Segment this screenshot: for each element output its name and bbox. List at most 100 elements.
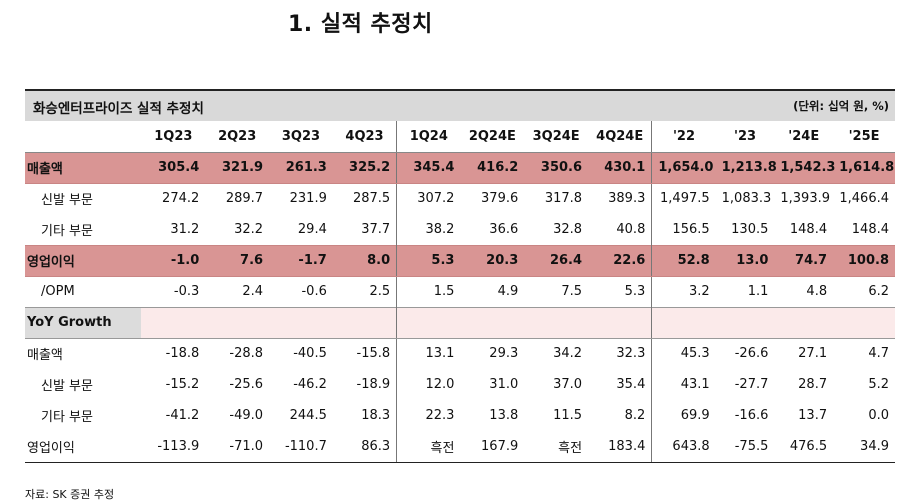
yoy-section-header: YoY Growth xyxy=(25,306,895,339)
table-cell: 6.2 xyxy=(868,284,889,299)
table-cell: 13.7 xyxy=(798,408,828,423)
table-cell: -0.3 xyxy=(173,284,200,299)
column-header: 3Q23 xyxy=(269,121,333,153)
table-cell: 345.4 xyxy=(396,151,461,184)
table-cell: 1,466.4 xyxy=(839,191,889,207)
table-row: 기타 부문 -41.2 -49.0 244.5 18.3 22.3 13.8 11.5 8.2 6… xyxy=(25,400,895,431)
table-cell: 261.3 xyxy=(269,151,333,184)
table-cell: -26.6 xyxy=(734,346,769,362)
table-cell: 32.8 xyxy=(553,221,583,237)
table-cell: -71.0 xyxy=(205,431,270,463)
table-cell: -40.5 xyxy=(293,346,327,362)
table-unit: (단위: 십억 원, %) xyxy=(793,99,889,113)
table-cell: -16.6 xyxy=(734,408,769,423)
table-cell: 100.8 xyxy=(833,244,895,277)
column-header: 1Q24 xyxy=(396,121,461,153)
table-cell: -1.0 xyxy=(141,244,206,277)
yoy-blank-cell xyxy=(524,306,589,339)
row-label: 영업이익 xyxy=(25,244,142,277)
table-cell: 307.2 xyxy=(396,183,461,214)
table-cell: 29.4 xyxy=(297,221,327,237)
row-label: /OPM xyxy=(41,284,75,299)
table-cell: 4.8 xyxy=(806,284,828,299)
table-cell: 3.2 xyxy=(651,276,716,307)
table-cell: 86.3 xyxy=(332,431,397,463)
column-header: '25E xyxy=(833,121,895,153)
yoy-blank-cell xyxy=(332,306,397,339)
table-cell: -25.6 xyxy=(229,377,264,392)
table-cell: 325.2 xyxy=(332,151,397,184)
table-cell: 7.5 xyxy=(561,284,583,299)
table-row: 신발 부문 274.2 289.7 231.9 287.5 307.2 379.6 317.8… xyxy=(25,183,895,214)
table-cell: 148.4 xyxy=(789,221,828,237)
table-cell: 183.4 xyxy=(588,431,652,463)
page-title: 1. 실적 추정치 xyxy=(288,12,433,37)
yoy-blank-cell xyxy=(715,306,775,339)
table-cell: 40.8 xyxy=(616,221,646,237)
table-cell: 37.0 xyxy=(553,377,583,392)
table-cell: -46.2 xyxy=(293,377,327,392)
table-cell: -28.8 xyxy=(229,346,264,362)
table-cell: 45.3 xyxy=(651,338,716,369)
table-cell: 28.7 xyxy=(798,377,828,392)
table-cell: 148.4 xyxy=(851,221,889,237)
table-row: 영업이익 -113.9 -71.0 -110.7 86.3 흑전 167.9 흑전 183.4 6… xyxy=(25,431,895,463)
table-cell: 167.9 xyxy=(460,431,525,463)
column-header: 4Q23 xyxy=(332,121,397,153)
table-cell: 22.6 xyxy=(588,244,652,277)
table-cell: 379.6 xyxy=(481,191,519,207)
table-cell: 34.2 xyxy=(553,346,583,362)
table-cell: 2.5 xyxy=(369,284,391,299)
table-cell: 흑전 xyxy=(524,431,589,463)
table-cell: 350.6 xyxy=(524,151,589,184)
table-cell: 1,654.0 xyxy=(651,151,716,184)
table-cell: 11.5 xyxy=(553,408,583,423)
table-cell: 32.3 xyxy=(616,346,646,362)
table-cell: -75.5 xyxy=(715,431,775,463)
column-header: '23 xyxy=(715,121,775,153)
table-row: /OPM -0.3 2.4 -0.6 2.5 1.5 4.9 7.5 5.3 3.2 1.1 4.8 6… xyxy=(25,276,895,307)
table-cell: 37.7 xyxy=(361,221,391,237)
table-cell: 156.5 xyxy=(651,214,716,245)
table-cell: 26.4 xyxy=(524,244,589,277)
table-cell: 1.5 xyxy=(396,276,461,307)
table-cell: -113.9 xyxy=(141,431,206,463)
table-cell: 1,542.3 xyxy=(774,151,835,184)
yoy-blank-cell xyxy=(460,306,525,339)
table-cell: 317.8 xyxy=(544,191,583,207)
table-cell: -0.6 xyxy=(301,284,327,299)
table-cell: 35.4 xyxy=(616,377,646,392)
table-cell: 5.2 xyxy=(868,377,889,392)
column-header: 4Q24E xyxy=(588,121,652,153)
table-cell: 13.1 xyxy=(396,338,461,369)
source-note: 자료: SK 증권 추정 xyxy=(25,488,115,501)
table-cell: -18.8 xyxy=(165,346,200,362)
table-cell: 4.7 xyxy=(868,346,889,362)
yoy-blank-cell xyxy=(269,306,333,339)
table-cell: -110.7 xyxy=(269,431,333,463)
table-cell: 8.2 xyxy=(624,408,646,423)
table-cell: 43.1 xyxy=(651,369,716,400)
yoy-blank-cell xyxy=(588,306,652,339)
table-cell: -15.8 xyxy=(356,346,391,362)
row-label: 신발 부문 xyxy=(41,379,93,394)
yoy-blank-cell xyxy=(396,306,461,339)
row-label-header xyxy=(25,121,142,153)
table-cell: 18.3 xyxy=(361,408,391,423)
column-header: 2Q23 xyxy=(205,121,270,153)
yoy-blank-cell xyxy=(651,306,716,339)
table-cell: -49.0 xyxy=(229,408,264,423)
table-cell: 31.0 xyxy=(489,377,519,392)
table-header-bar: 화승엔터프라이즈 실적 추정치 (단위: 십억 원, %) xyxy=(25,89,895,121)
table-cell: 13.0 xyxy=(715,244,775,277)
table-cell: 130.5 xyxy=(731,221,769,237)
table-cell: -41.2 xyxy=(165,408,200,423)
table-title: 화승엔터프라이즈 실적 추정치 xyxy=(33,101,204,117)
table-row: 기타 부문 31.2 32.2 29.4 37.7 38.2 36.6 32.8 40.8 156… xyxy=(25,214,895,245)
row-label: 기타 부문 xyxy=(41,223,93,239)
table-cell: 643.8 xyxy=(651,431,716,463)
table-row: 매출액 305.4 321.9 261.3 325.2 345.4 416.2 350.6 43… xyxy=(25,151,895,184)
table-cell: 1,213.8 xyxy=(715,151,777,184)
table-cell: 4.9 xyxy=(497,284,519,299)
table-cell: 69.9 xyxy=(651,400,716,431)
